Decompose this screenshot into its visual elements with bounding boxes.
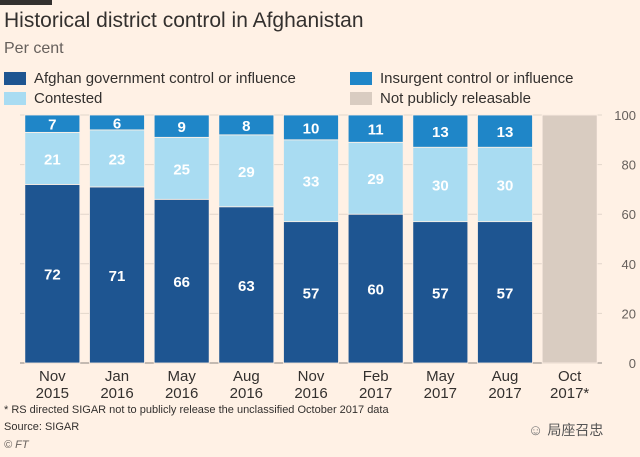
bar-segment-government-0 (24, 184, 81, 364)
data-label-contested-3: 29 (238, 164, 255, 181)
legend-swatch-not-public (350, 92, 372, 105)
legend-swatch-contested (4, 92, 26, 105)
x-tick-label-month-2: May (167, 368, 196, 385)
bar-segment-government-6 (412, 221, 469, 364)
data-label-contested-7: 30 (497, 177, 514, 194)
data-label-insurgent-2: 9 (177, 119, 185, 136)
data-label-insurgent-4: 10 (303, 120, 320, 137)
bar-segment-insurgent-0 (24, 114, 81, 133)
x-tick-label-year-2: 2016 (165, 385, 198, 402)
bar-segment-contested-3 (218, 134, 275, 208)
data-label-insurgent-7: 13 (497, 124, 514, 141)
data-label-insurgent-3: 8 (242, 118, 250, 135)
data-label-insurgent-6: 13 (432, 124, 449, 141)
x-tick-label-year-8: 2017* (550, 385, 589, 402)
data-label-contested-1: 23 (109, 151, 126, 168)
bar-segment-insurgent-4 (283, 114, 339, 141)
legend-label-government: Afghan government control or influence (34, 70, 296, 87)
legend-label-insurgent: Insurgent control or influence (380, 70, 574, 87)
x-tick-label-year-4: 2016 (294, 385, 327, 402)
data-label-contested-6: 30 (432, 177, 449, 194)
x-tick-label-month-1: Jan (105, 368, 129, 385)
bar-segment-government-3 (218, 206, 275, 364)
data-label-insurgent-0: 7 (48, 117, 56, 134)
x-tick-label-year-6: 2017 (424, 385, 457, 402)
data-label-contested-0: 21 (44, 151, 61, 168)
data-label-contested-2: 25 (173, 161, 190, 178)
bar-segment-contested-6 (412, 146, 469, 223)
watermark-text: 局座召忠 (547, 422, 604, 438)
data-label-government-1: 71 (109, 268, 126, 285)
data-label-government-3: 63 (238, 278, 255, 295)
legend-label-not-public: Not publicly releasable (380, 90, 531, 107)
bar-segment-insurgent-7 (477, 114, 533, 148)
y-tick-label-0: 0 (629, 356, 636, 371)
x-tick-label-month-8: Oct (558, 368, 582, 385)
watermark: ☺ 局座召忠 (528, 420, 603, 440)
x-tick-label-year-5: 2017 (359, 385, 392, 402)
x-tick-label-year-7: 2017 (488, 385, 521, 402)
x-tick-label-month-5: Feb (363, 368, 389, 385)
x-tick-label-month-0: Nov (39, 368, 66, 385)
chart-footnote: * RS directed SIGAR not to publicly rele… (4, 404, 389, 416)
bar-segment-not_public-8 (541, 114, 598, 364)
x-tick-label-month-3: Aug (233, 368, 260, 385)
data-label-government-6: 57 (432, 285, 449, 302)
data-label-government-2: 66 (173, 274, 190, 291)
bar-segment-government-2 (153, 198, 210, 364)
chart-source: Source: SIGAR (4, 421, 80, 433)
bar-segment-government-7 (477, 221, 533, 364)
legend-label-contested: Contested (34, 90, 103, 107)
bar-segment-insurgent-2 (153, 114, 210, 138)
legend-item-contested: Contested (4, 90, 102, 107)
x-tick-label-month-7: Aug (492, 368, 519, 385)
data-label-contested-4: 33 (303, 174, 320, 191)
y-tick-label-100: 100 (614, 108, 636, 123)
x-tick-label-year-3: 2016 (230, 385, 263, 402)
bar-segment-government-5 (347, 213, 404, 364)
chart-subtitle: Per cent (4, 40, 64, 57)
bar-segment-insurgent-3 (218, 114, 275, 136)
bar-segment-government-1 (89, 186, 145, 364)
data-label-government-0: 72 (44, 267, 61, 284)
y-tick-label-80: 80 (622, 158, 636, 173)
brand-top-bar (0, 0, 52, 5)
bar-segment-contested-1 (89, 129, 145, 188)
x-tick-label-year-0: 2015 (36, 385, 69, 402)
data-label-government-4: 57 (303, 285, 320, 302)
bar-segment-contested-2 (153, 136, 210, 200)
y-tick-label-60: 60 (622, 207, 636, 222)
x-tick-label-month-4: Nov (298, 368, 325, 385)
bar-segment-contested-5 (347, 141, 404, 215)
y-tick-label-20: 20 (622, 306, 636, 321)
bar-segment-insurgent-1 (89, 114, 145, 131)
data-label-contested-5: 29 (367, 171, 384, 188)
legend-item-insurgent: Insurgent control or influence (350, 70, 573, 87)
copyright: © FT (4, 439, 29, 451)
x-tick-label-month-6: May (426, 368, 455, 385)
chart-title: Historical district control in Afghanist… (4, 9, 364, 32)
bar-segment-government-4 (283, 221, 339, 364)
data-label-insurgent-5: 11 (368, 122, 384, 139)
legend-item-government: Afghan government control or influence (4, 70, 296, 87)
data-label-government-5: 60 (367, 282, 384, 299)
legend-swatch-government (4, 72, 26, 85)
legend-swatch-insurgent (350, 72, 372, 85)
bar-segment-contested-4 (283, 139, 339, 223)
x-tick-label-year-1: 2016 (100, 385, 133, 402)
legend-item-not-public: Not publicly releasable (350, 90, 531, 107)
bar-segment-insurgent-6 (412, 114, 469, 148)
bar-segment-contested-7 (477, 146, 533, 223)
data-label-government-7: 57 (497, 285, 514, 302)
bar-segment-insurgent-5 (347, 114, 404, 143)
wechat-icon: ☺ (528, 421, 544, 439)
y-tick-label-40: 40 (622, 257, 636, 272)
bar-segment-contested-0 (24, 131, 81, 185)
data-label-insurgent-1: 6 (113, 115, 121, 132)
